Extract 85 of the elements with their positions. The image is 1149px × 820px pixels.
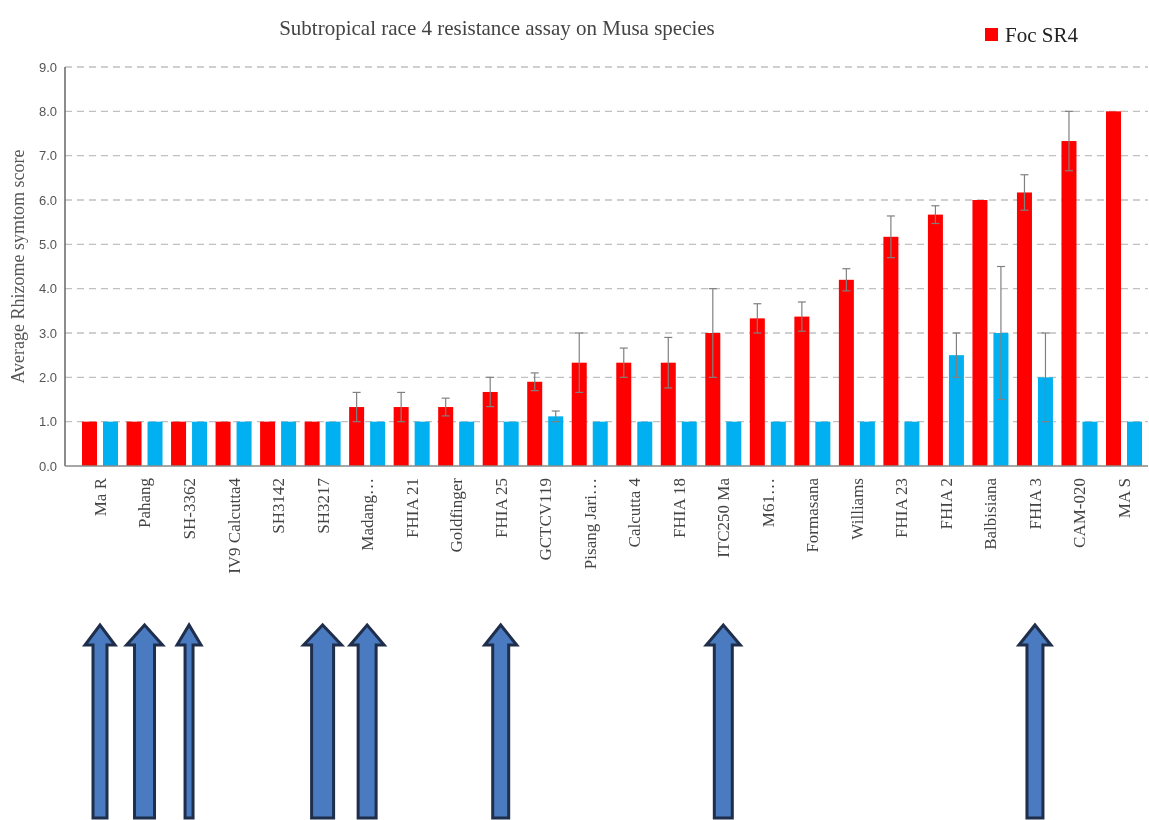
bar xyxy=(705,333,721,466)
bar xyxy=(815,421,831,466)
bar xyxy=(459,421,475,466)
bar xyxy=(438,407,454,466)
bar xyxy=(927,214,943,466)
bar xyxy=(215,421,231,466)
bar xyxy=(414,421,430,466)
bar xyxy=(616,362,632,466)
bar xyxy=(883,236,899,466)
x-tick-label: Williams xyxy=(847,478,867,540)
legend-label: Foc SR4 xyxy=(1005,23,1079,48)
bar xyxy=(548,416,564,466)
x-tick-label: FHIA 18 xyxy=(669,478,689,538)
bar xyxy=(571,362,587,466)
bar xyxy=(393,407,409,466)
bar xyxy=(1106,111,1121,466)
x-tick-label: Balbisiana xyxy=(981,477,1001,550)
bar xyxy=(904,421,920,466)
y-tick-label: 3.0 xyxy=(38,325,57,341)
bar xyxy=(325,421,341,466)
x-tick-label: Pahang xyxy=(135,477,155,529)
bar xyxy=(260,421,276,466)
x-tick-label: MA S xyxy=(1114,478,1134,519)
x-tick-label: FHIA 23 xyxy=(892,478,912,538)
bar xyxy=(948,355,964,466)
x-tick-label: M61… xyxy=(758,478,778,528)
chart-title: Subtropical race 4 resistance assay on Musa species xyxy=(279,16,715,40)
x-tick-label: CAM-020 xyxy=(1070,478,1090,548)
bar xyxy=(993,333,1009,466)
y-tick-label: 9.0 xyxy=(38,59,57,75)
bar xyxy=(592,421,608,466)
x-tick-label: Madang… xyxy=(358,478,378,551)
bar xyxy=(972,200,988,466)
bar xyxy=(859,421,875,466)
bar xyxy=(482,391,498,466)
bar xyxy=(236,421,252,466)
x-tick-label: SH-3362 xyxy=(179,478,199,540)
x-tick-label: FHIA 25 xyxy=(491,478,511,538)
y-axis-title: Average Rhizome symtom score xyxy=(8,149,28,384)
bar xyxy=(838,279,854,466)
bar xyxy=(126,421,142,466)
bar xyxy=(637,421,653,466)
bar xyxy=(660,362,676,466)
bar xyxy=(349,407,365,466)
y-tick-label: 7.0 xyxy=(38,148,57,164)
x-tick-label: FHIA 2 xyxy=(936,478,956,530)
x-tick-label: GCTCV119 xyxy=(536,478,556,561)
x-tick-label: FHIA 3 xyxy=(1025,478,1045,530)
bar xyxy=(171,421,187,466)
x-tick-label: Calcutta 4 xyxy=(625,477,645,548)
x-tick-label: Ma R xyxy=(90,477,110,517)
y-tick-label: 0.0 xyxy=(38,458,57,474)
y-tick-label: 5.0 xyxy=(38,236,57,252)
bar xyxy=(192,421,208,466)
bar xyxy=(1016,192,1032,466)
bar xyxy=(147,421,163,466)
x-tick-label: ITC250 Ma xyxy=(714,477,734,558)
bar xyxy=(749,318,765,466)
bar xyxy=(527,381,543,466)
bar xyxy=(1061,141,1077,466)
y-tick-label: 4.0 xyxy=(38,281,57,297)
x-tick-label: Formasana xyxy=(803,477,823,553)
bar xyxy=(681,421,697,466)
bar xyxy=(1127,421,1142,466)
bar xyxy=(726,421,742,466)
bar xyxy=(82,421,97,466)
bar xyxy=(304,421,320,466)
y-tick-label: 2.0 xyxy=(38,369,57,385)
x-tick-label: Goldfinger xyxy=(447,477,467,553)
x-tick-label: SH3142 xyxy=(269,478,289,534)
bar xyxy=(503,421,519,466)
bar xyxy=(794,316,810,466)
bar xyxy=(103,421,118,466)
bar xyxy=(1037,377,1053,466)
x-tick-label: SH3217 xyxy=(313,477,333,534)
bar xyxy=(770,421,786,466)
bar xyxy=(1082,421,1098,466)
x-tick-label: FHIA 21 xyxy=(402,478,422,538)
x-tick-label: Pisang Jari… xyxy=(580,478,600,570)
y-tick-label: 1.0 xyxy=(38,414,57,430)
x-tick-label: IV9 Calcutta4 xyxy=(224,477,244,574)
y-tick-label: 6.0 xyxy=(38,192,57,208)
bar xyxy=(281,421,297,466)
bar xyxy=(370,421,386,466)
y-tick-label: 8.0 xyxy=(38,103,57,119)
